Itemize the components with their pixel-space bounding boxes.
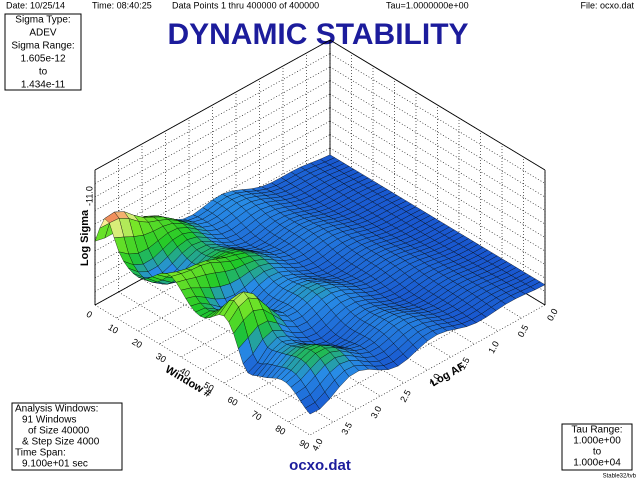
box-edge (94, 39, 331, 171)
window-tick-label: 70 (250, 409, 264, 423)
analysis-box-line: 9.100e+01 sec (22, 459, 88, 470)
tau-box (561, 423, 633, 471)
tau: Tau=1.0000000e+00 (386, 0, 469, 10)
surface-patch (304, 402, 321, 415)
window-tick-label: 10 (106, 322, 120, 336)
sigma-box-line: 1.434e-11 (21, 80, 66, 91)
window-tick-label: 40 (178, 365, 192, 379)
sigma-box-line: to (39, 67, 48, 78)
tau-box-line: to (593, 447, 602, 458)
analysis-box-line: of Size 40000 (28, 426, 90, 437)
window-tick-label: 30 (154, 351, 168, 365)
footer: ocxo.dat (289, 457, 351, 474)
title: DYNAMIC STABILITY (167, 18, 468, 51)
window-tick-label: 90 (297, 438, 311, 452)
analysis-box-line: Analysis Windows: (15, 404, 98, 415)
tau-box-line: 1.000e+00 (573, 436, 621, 447)
sigma-box-line: Sigma Range: (11, 41, 74, 52)
z-axis-label: Log Sigma (79, 209, 91, 266)
window-tick-label: 50 (202, 380, 216, 394)
box-edge (329, 39, 546, 171)
tau-box-line: Tau Range: (571, 425, 622, 436)
credit: Stable32/tvb (603, 474, 637, 480)
analysis-box-line: 91 Windows (22, 415, 76, 426)
sigma-box-line: ADEV (29, 28, 57, 39)
file: File: ocxo.dat (580, 0, 634, 10)
window-tick-label: 60 (226, 394, 240, 408)
analysis-box-line: & Step Size 4000 (22, 437, 100, 448)
points: Data Points 1 thru 400000 of 400000 (172, 0, 319, 10)
sigma-box-line: 1.605e-12 (20, 54, 65, 65)
window-tick-label: 20 (130, 336, 144, 350)
window-tick-label: 0 (85, 309, 94, 320)
sigma-box-line: Sigma Type: (15, 15, 70, 26)
plot (94, 39, 546, 436)
analysis-box (11, 402, 123, 471)
date: Date: 10/25/14 (6, 0, 65, 10)
z-tick-label: -11.0 (84, 186, 94, 206)
time: Time: 08:40:25 (92, 0, 152, 10)
analysis-box-line: Time Span: (15, 448, 66, 459)
window-tick-label: 80 (274, 423, 288, 437)
tau-box-line: 1.000e+04 (573, 458, 621, 469)
sigma-box (4, 13, 82, 91)
